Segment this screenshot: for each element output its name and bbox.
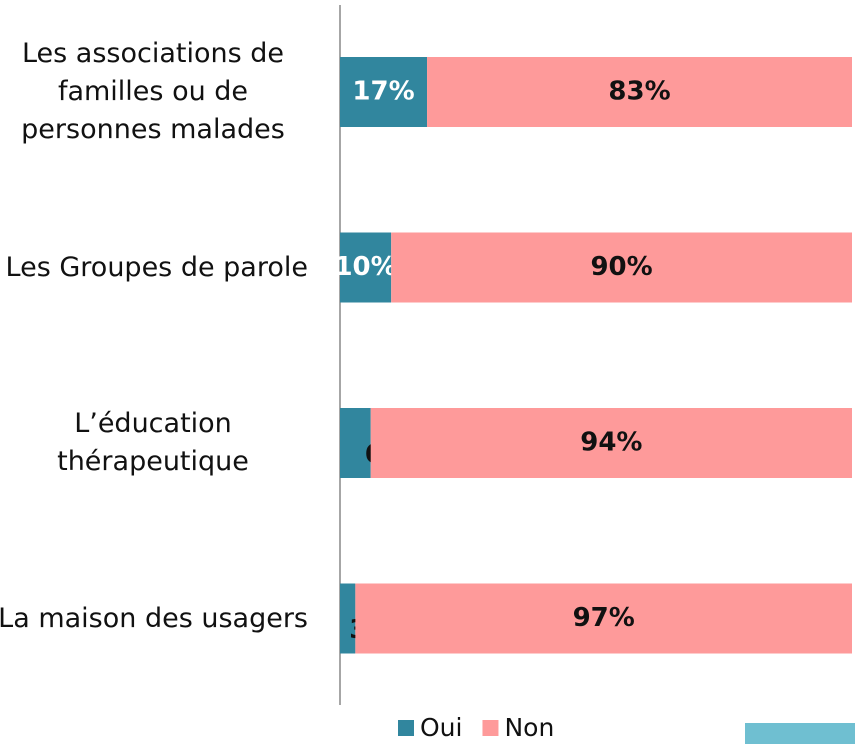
legend-swatch (482, 720, 499, 736)
category-label-box: Les associations de familles ou de perso… (0, 12, 308, 172)
bar-segment (391, 232, 852, 303)
category-label: L’éducation thérapeutique (57, 408, 249, 477)
data-label: 97% (573, 603, 635, 633)
legend-label: Non (504, 713, 554, 742)
data-label: 10% (334, 252, 396, 282)
bar-segment (355, 583, 852, 654)
data-label: 17% (352, 77, 414, 107)
category-label: La maison des usagers (0, 602, 308, 634)
decoration (745, 723, 855, 744)
category-label: Les associations de familles ou de perso… (21, 38, 285, 145)
category-label-box: Les Groupes de parole (0, 188, 308, 348)
legend-label: Oui (420, 713, 462, 742)
bar-segment (340, 232, 392, 303)
category-label-box: La maison des usagers (0, 539, 308, 699)
bar-segment (370, 408, 852, 478)
data-label: 94% (580, 428, 642, 458)
data-label: 90% (590, 252, 652, 282)
bar-segment (427, 57, 852, 127)
category-label: Les Groupes de parole (5, 251, 308, 283)
data-label: 83% (608, 77, 670, 107)
legend-swatch (398, 720, 414, 736)
bar-segment (340, 408, 371, 478)
category-label-box: L’éducation thérapeutique (0, 363, 308, 523)
bar-segment (340, 583, 356, 654)
bar-segment (340, 57, 428, 127)
